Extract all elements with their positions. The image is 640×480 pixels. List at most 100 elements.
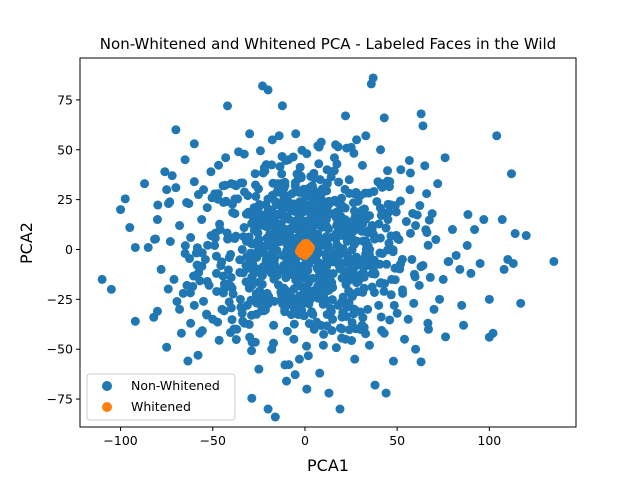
y-axis: −75 −50 −25 0 25 50 75 (47, 92, 80, 407)
point-non-whitened (257, 279, 267, 289)
point-non-whitened (227, 315, 237, 325)
point-non-whitened (339, 219, 349, 229)
point-non-whitened (282, 326, 292, 336)
point-non-whitened (337, 201, 347, 211)
point-non-whitened (272, 187, 282, 197)
point-non-whitened (309, 324, 319, 334)
point-non-whitened (287, 189, 297, 199)
point-non-whitened (310, 173, 320, 183)
point-non-whitened (379, 286, 389, 296)
point-non-whitened (383, 166, 393, 176)
point-non-whitened (375, 259, 385, 269)
point-non-whitened (256, 241, 266, 251)
chart-title: Non-Whitened and Whitened PCA - Labeled … (100, 35, 556, 53)
point-non-whitened (388, 245, 398, 255)
point-non-whitened (219, 284, 229, 294)
point-non-whitened (241, 260, 251, 270)
point-non-whitened (261, 254, 271, 264)
point-non-whitened (484, 294, 494, 304)
point-non-whitened (302, 384, 312, 394)
point-non-whitened (281, 273, 291, 283)
point-non-whitened (385, 315, 395, 325)
point-non-whitened (302, 149, 312, 159)
x-tick-label: 100 (477, 433, 501, 448)
point-non-whitened (171, 125, 181, 135)
point-non-whitened (475, 258, 485, 268)
point-non-whitened (306, 193, 316, 203)
point-non-whitened (130, 316, 140, 326)
point-non-whitened (237, 308, 247, 318)
point-non-whitened (328, 314, 338, 324)
point-non-whitened (152, 215, 162, 225)
point-non-whitened (418, 260, 428, 270)
point-non-whitened (364, 250, 374, 260)
plot-frame (79, 57, 577, 428)
point-non-whitened (199, 296, 209, 306)
y-tick-label: 0 (65, 242, 73, 257)
point-non-whitened (230, 209, 240, 219)
point-non-whitened (355, 191, 365, 201)
point-non-whitened (208, 314, 218, 324)
point-non-whitened (350, 354, 360, 364)
point-non-whitened (165, 237, 175, 246)
legend-box (86, 373, 236, 421)
point-non-whitened (267, 248, 277, 258)
point-non-whitened (288, 298, 298, 308)
point-non-whitened (364, 211, 374, 221)
point-non-whitened (97, 274, 107, 284)
point-non-whitened (359, 237, 369, 246)
point-non-whitened (284, 214, 294, 224)
point-non-whitened (418, 121, 428, 131)
point-non-whitened (274, 131, 284, 141)
x-tick-label: −50 (200, 433, 226, 448)
point-non-whitened (202, 203, 212, 213)
point-non-whitened (241, 236, 251, 246)
point-non-whitened (302, 286, 312, 296)
point-non-whitened (315, 274, 325, 284)
point-non-whitened (349, 148, 359, 158)
point-non-whitened (317, 189, 327, 199)
point-non-whitened (180, 248, 190, 258)
point-non-whitened (447, 225, 457, 235)
point-non-whitened (383, 215, 393, 225)
point-non-whitened (221, 153, 231, 163)
point-non-whitened (510, 229, 520, 239)
x-tick-label: 50 (389, 433, 405, 448)
point-non-whitened (251, 180, 261, 190)
point-non-whitened (276, 218, 286, 228)
point-non-whitened (320, 294, 330, 304)
point-non-whitened (341, 111, 351, 121)
point-non-whitened (314, 258, 324, 268)
point-non-whitened (425, 272, 435, 282)
point-non-whitened (315, 368, 325, 378)
x-axis-label: PCA1 (307, 456, 349, 475)
point-non-whitened (348, 219, 358, 229)
point-non-whitened (307, 307, 317, 317)
point-non-whitened (389, 300, 399, 310)
point-non-whitened (370, 268, 380, 278)
point-non-whitened (335, 250, 345, 260)
point-non-whitened (386, 290, 396, 300)
point-non-whitened (265, 296, 275, 306)
point-non-whitened (289, 319, 299, 329)
point-non-whitened (470, 225, 480, 235)
point-non-whitened (245, 332, 255, 342)
point-non-whitened (407, 254, 417, 264)
point-non-whitened (384, 207, 394, 217)
point-non-whitened (254, 364, 264, 374)
point-non-whitened (252, 213, 262, 223)
point-non-whitened (304, 259, 314, 269)
point-non-whitened (346, 288, 356, 298)
point-non-whitened (396, 165, 406, 175)
point-non-whitened (381, 388, 391, 398)
point-non-whitened (202, 309, 212, 319)
point-non-whitened (247, 346, 257, 356)
point-non-whitened (280, 360, 290, 370)
point-non-whitened (326, 209, 336, 219)
point-non-whitened (269, 320, 279, 330)
point-whitened (302, 239, 312, 248)
point-non-whitened (290, 370, 300, 380)
point-non-whitened (265, 231, 275, 241)
point-non-whitened (193, 350, 203, 360)
point-non-whitened (189, 300, 199, 310)
